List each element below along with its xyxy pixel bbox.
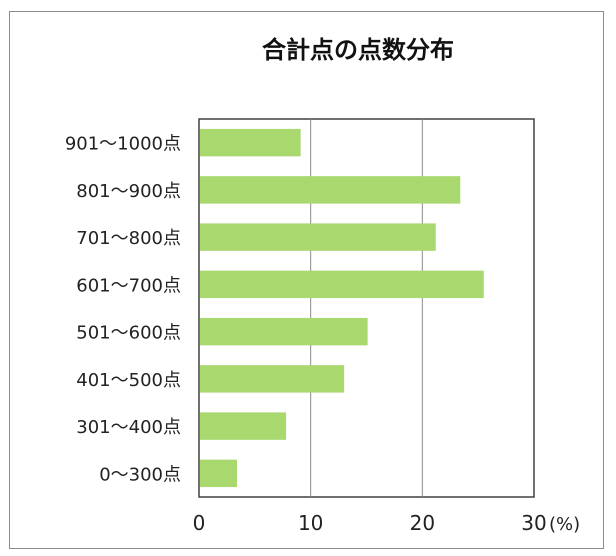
tick-label: 30 xyxy=(521,511,546,535)
value-axis-unit-label: (%) xyxy=(549,514,580,535)
bar xyxy=(200,459,237,488)
chart-title: 合計点の点数分布 xyxy=(262,36,454,64)
plot-area xyxy=(198,118,535,498)
category-label: 501～600点 xyxy=(76,323,181,344)
tick-label: 10 xyxy=(298,511,323,535)
bar xyxy=(200,223,436,251)
value-axis-tick-labels: 0 10 20 30 xyxy=(193,511,547,535)
bar xyxy=(200,176,461,204)
category-label: 301～400点 xyxy=(76,417,181,438)
tick-label: 20 xyxy=(410,511,435,535)
category-label: 901～1000点 xyxy=(65,134,181,155)
bars xyxy=(200,128,484,488)
bar xyxy=(200,412,287,440)
category-label: 401～500点 xyxy=(76,370,181,391)
bar xyxy=(200,317,368,346)
category-label: 0～300点 xyxy=(99,464,181,485)
bar xyxy=(200,128,301,157)
bar xyxy=(200,365,345,393)
category-label: 601～700点 xyxy=(76,275,181,296)
tick-label: 0 xyxy=(193,511,206,535)
bar xyxy=(200,270,484,299)
category-axis-labels: 901～1000点 801～900点 701～800点 601～700点 501～600… xyxy=(65,134,181,486)
category-label: 701～800点 xyxy=(76,228,181,249)
category-label: 801～900点 xyxy=(76,181,181,202)
